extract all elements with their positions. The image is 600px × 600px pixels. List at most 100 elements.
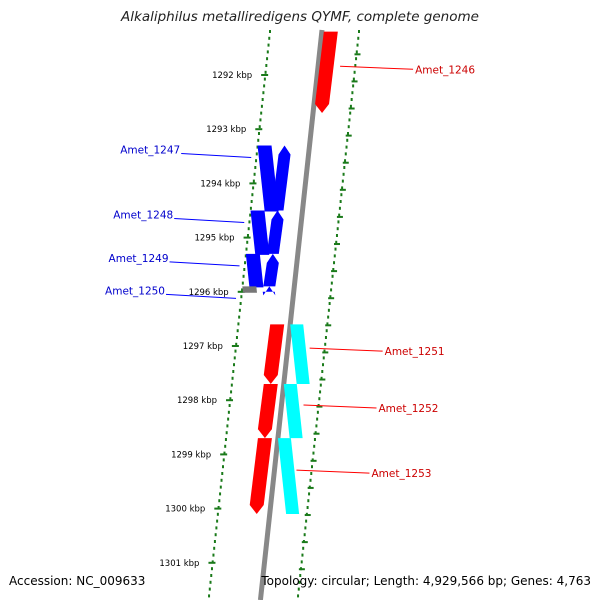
kbp-label: 1296 kbp	[189, 288, 229, 298]
outer-ruler-tick	[298, 568, 305, 571]
forward-gene-leader	[309, 347, 383, 352]
inner-ruler-dot	[226, 424, 229, 428]
inner-ruler-dot	[252, 186, 255, 190]
outer-ruler-dot	[324, 342, 327, 346]
kbp-tick	[231, 345, 239, 347]
kbp-label: 1295 kbp	[195, 234, 235, 244]
outer-ruler-dot	[313, 444, 316, 448]
inner-ruler-dot	[255, 159, 258, 163]
outer-ruler-dot	[310, 465, 313, 469]
kbp-tick	[237, 290, 245, 293]
reverse-gene-label: Amet_1249	[109, 253, 169, 265]
inner-ruler-dot	[264, 70, 267, 74]
inner-ruler-dot	[208, 594, 211, 598]
inner-ruler-dot	[246, 234, 249, 237]
outer-ruler-tick	[310, 459, 317, 462]
inner-ruler-dot	[227, 410, 230, 414]
kbp-label: 1292 kbp	[212, 71, 252, 81]
outer-ruler-dot	[304, 526, 307, 530]
inner-ruler-dot	[235, 342, 238, 346]
inner-ruler-dot	[257, 138, 260, 142]
kbp-tick	[243, 236, 251, 239]
inner-ruler-dot	[238, 308, 241, 312]
outer-ruler-dot	[341, 186, 344, 190]
outer-ruler-dot	[319, 383, 322, 387]
inner-ruler-dot	[244, 254, 247, 258]
outer-ruler-dot	[308, 492, 311, 496]
reverse-gene-block	[250, 210, 270, 255]
inner-ruler-dot	[252, 179, 255, 183]
outer-ruler-dot	[342, 172, 345, 176]
inner-ruler-dot	[258, 125, 261, 129]
outer-ruler-tick	[342, 161, 349, 164]
inner-ruler-dot	[213, 540, 216, 543]
inner-ruler-dot	[210, 567, 213, 571]
outer-ruler-tick	[322, 351, 329, 354]
inner-ruler-dot	[224, 438, 227, 441]
outer-ruler-dot	[305, 519, 308, 523]
inner-ruler-dot	[209, 580, 212, 584]
inner-ruler-dot	[238, 315, 241, 319]
inner-ruler-dot	[223, 451, 226, 455]
inner-ruler-dot	[251, 193, 254, 197]
kbp-tick	[249, 182, 257, 185]
inner-ruler-dot	[269, 30, 271, 33]
inner-ruler-dot	[228, 404, 231, 407]
inner-ruler-dot	[231, 376, 234, 380]
inner-ruler-dot	[262, 91, 265, 95]
inner-ruler-dot	[212, 553, 215, 557]
forward-gene-label: Amet_1252	[378, 403, 438, 415]
outer-ruler-tick	[325, 324, 332, 327]
forward-gene-arrow	[263, 324, 285, 384]
inner-ruler-dot	[220, 478, 223, 482]
inner-ruler-dot	[214, 533, 217, 537]
reverse-gene-block	[245, 253, 264, 288]
outer-ruler-dot	[347, 125, 350, 129]
inner-ruler-dot	[241, 288, 244, 292]
outer-ruler-dot	[335, 234, 338, 237]
inner-ruler-dot	[253, 172, 256, 176]
reverse-gene-leader	[169, 261, 240, 267]
inner-ruler-dot	[237, 322, 240, 326]
kbp-label: 1298 kbp	[177, 396, 217, 406]
inner-ruler-dot	[268, 36, 271, 40]
outer-ruler-dot	[328, 302, 331, 305]
kbp-label: 1300 kbp	[165, 505, 205, 515]
inner-ruler-dot	[261, 98, 264, 101]
outer-ruler-dot	[306, 506, 309, 509]
inner-ruler-dot	[257, 132, 260, 135]
outer-ruler-dot	[357, 36, 360, 40]
inner-ruler-dot	[255, 152, 258, 156]
accession-label: Accession: NC_009633	[9, 574, 146, 588]
inner-ruler-dot	[221, 472, 224, 475]
outer-ruler-dot	[303, 533, 306, 537]
inner-ruler-dot	[263, 84, 266, 88]
inner-ruler-dot	[245, 247, 248, 251]
inner-ruler-dot	[266, 50, 269, 54]
outer-ruler-dot	[355, 57, 358, 61]
outer-ruler-tick	[336, 215, 343, 218]
kbp-tick	[261, 74, 269, 76]
outer-ruler-dot	[323, 349, 326, 353]
outer-ruler-dot	[334, 247, 337, 251]
inner-ruler-dot	[256, 145, 259, 149]
reverse-gene-block	[257, 145, 279, 212]
outer-ruler-dot	[316, 417, 319, 421]
inner-ruler-dot	[254, 166, 257, 169]
inner-ruler-dot	[229, 397, 232, 401]
inner-ruler-dot	[247, 227, 250, 231]
inner-ruler-dot	[260, 104, 263, 108]
inner-ruler-dot	[221, 465, 224, 469]
kbp-label: 1293 kbp	[206, 125, 246, 135]
forward-gene-label: Amet_1253	[371, 468, 431, 480]
outer-ruler-dot	[321, 370, 324, 373]
outer-ruler-dot	[339, 200, 342, 203]
outer-ruler-dot	[297, 594, 300, 598]
outer-ruler-dot	[345, 145, 348, 149]
outer-ruler-dot	[346, 138, 349, 142]
outer-ruler-dot	[330, 281, 333, 285]
outer-ruler-dot	[325, 329, 328, 333]
outer-ruler-dot	[309, 478, 312, 482]
inner-ruler-dot	[233, 356, 236, 360]
